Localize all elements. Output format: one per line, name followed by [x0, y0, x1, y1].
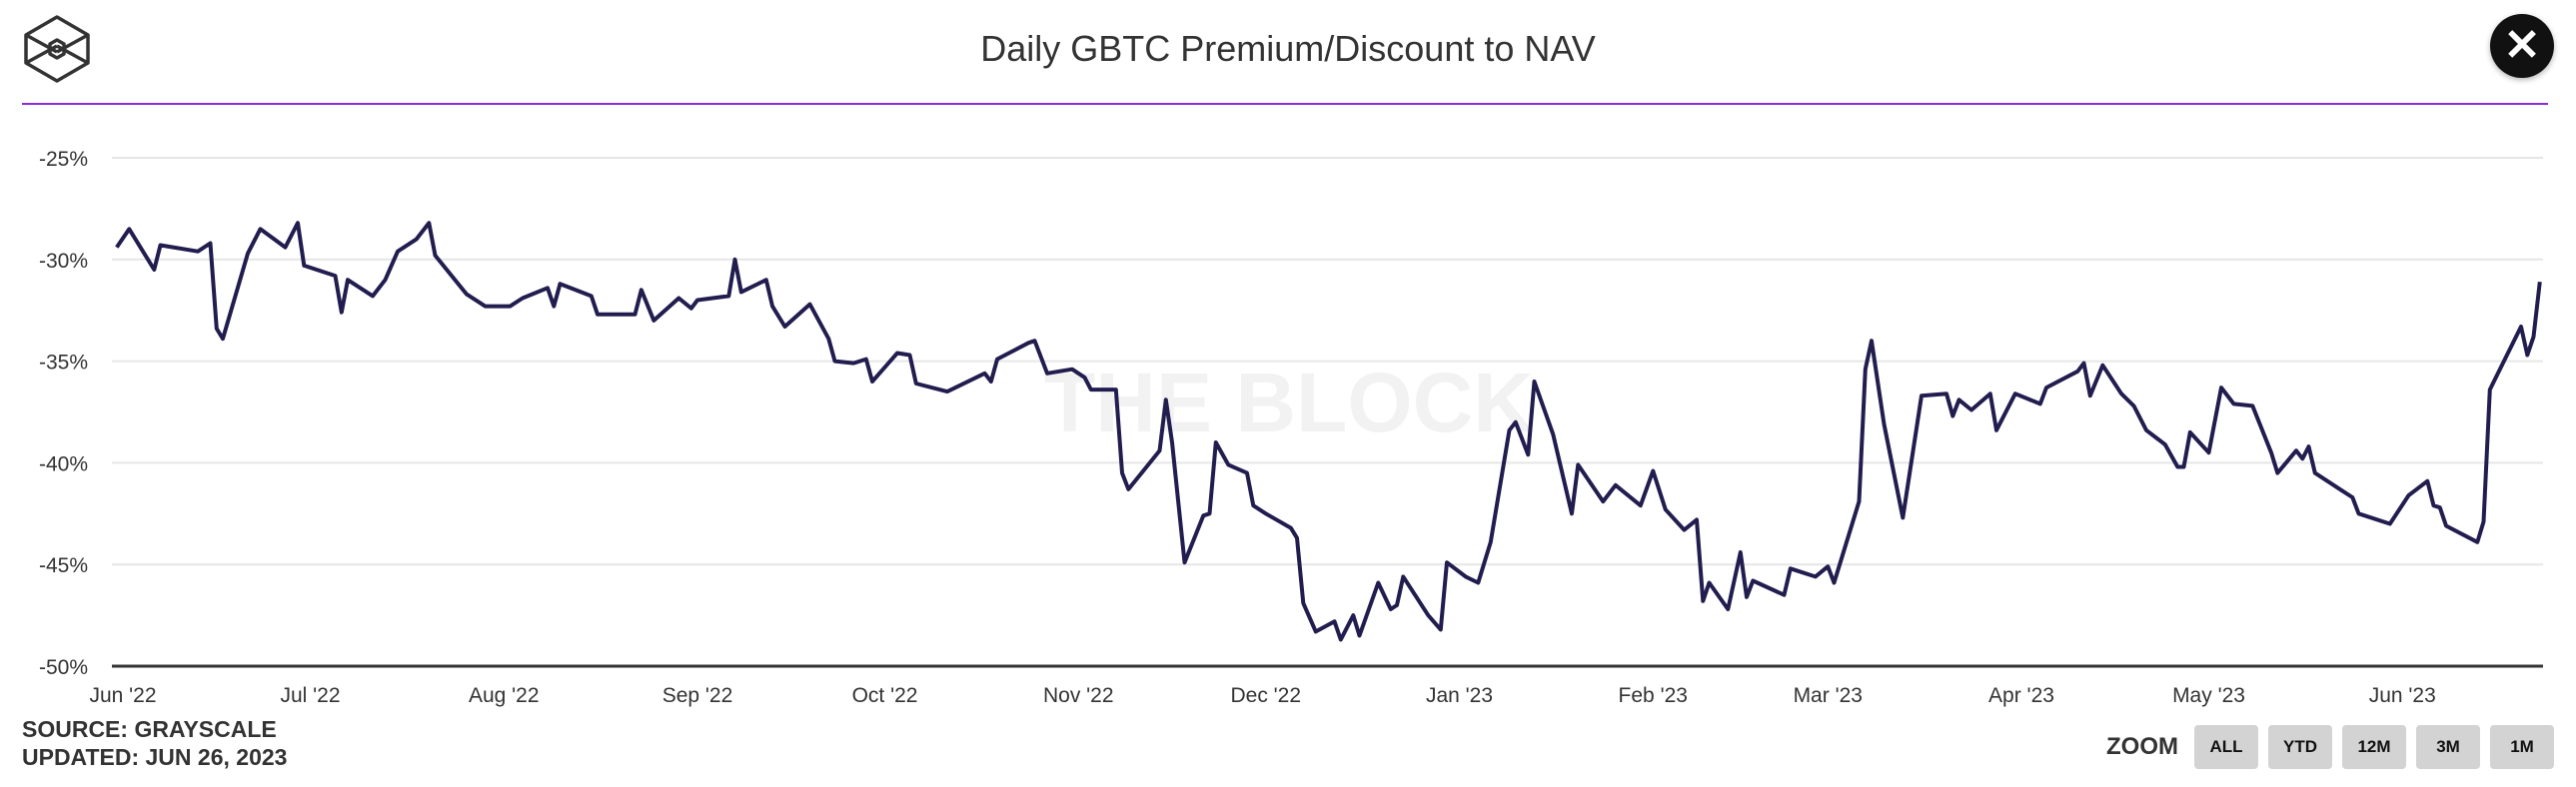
x-tick-label: Jan '23: [1426, 684, 1493, 707]
zoom-12m-button[interactable]: 12M: [2342, 725, 2406, 769]
x-tick-label: Dec '22: [1230, 684, 1301, 707]
x-tick-label: May '23: [2172, 684, 2245, 707]
x-tick-label: Feb '23: [1619, 684, 1688, 707]
x-tick-label: Jun '22: [89, 684, 156, 707]
y-tick-label: -30%: [39, 250, 88, 273]
x-tick-label: Jul '22: [280, 684, 340, 707]
zoom-3m-button[interactable]: 3M: [2416, 725, 2480, 769]
title-divider: [22, 103, 2548, 105]
zoom-ytd-button[interactable]: YTD: [2268, 725, 2332, 769]
y-tick-label: -50%: [39, 656, 88, 679]
x-tick-label: Sep '22: [662, 684, 733, 707]
the-block-logo: [24, 15, 90, 83]
source-label: SOURCE: GRAYSCALE: [22, 716, 277, 742]
close-icon: ✕: [2503, 21, 2541, 70]
updated-label: UPDATED: JUN 26, 2023: [22, 744, 288, 770]
watermark: THE BLOCK: [1044, 356, 1534, 449]
x-tick-label: Aug '22: [469, 684, 540, 707]
x-tick-label: Oct '22: [852, 684, 918, 707]
x-tick-label: Nov '22: [1043, 684, 1114, 707]
y-tick-label: -25%: [39, 148, 88, 171]
y-tick-label: -35%: [39, 352, 88, 375]
x-tick-label: Jun '23: [2369, 684, 2436, 707]
zoom-1m-button[interactable]: 1M: [2490, 725, 2554, 769]
x-tick-label: Mar '23: [1794, 684, 1863, 707]
chart-title: Daily GBTC Premium/Discount to NAV: [980, 28, 1596, 69]
y-tick-label: -45%: [39, 554, 88, 577]
zoom-controls: ZOOM ALL YTD 12M 3M 1M: [2106, 725, 2554, 769]
close-button[interactable]: ✕: [2490, 14, 2554, 78]
series-line: [115, 221, 2542, 642]
zoom-all-button[interactable]: ALL: [2194, 725, 2258, 769]
y-tick-label: -40%: [39, 452, 88, 475]
x-tick-label: Apr '23: [1988, 684, 2054, 707]
zoom-label: ZOOM: [2106, 733, 2178, 760]
